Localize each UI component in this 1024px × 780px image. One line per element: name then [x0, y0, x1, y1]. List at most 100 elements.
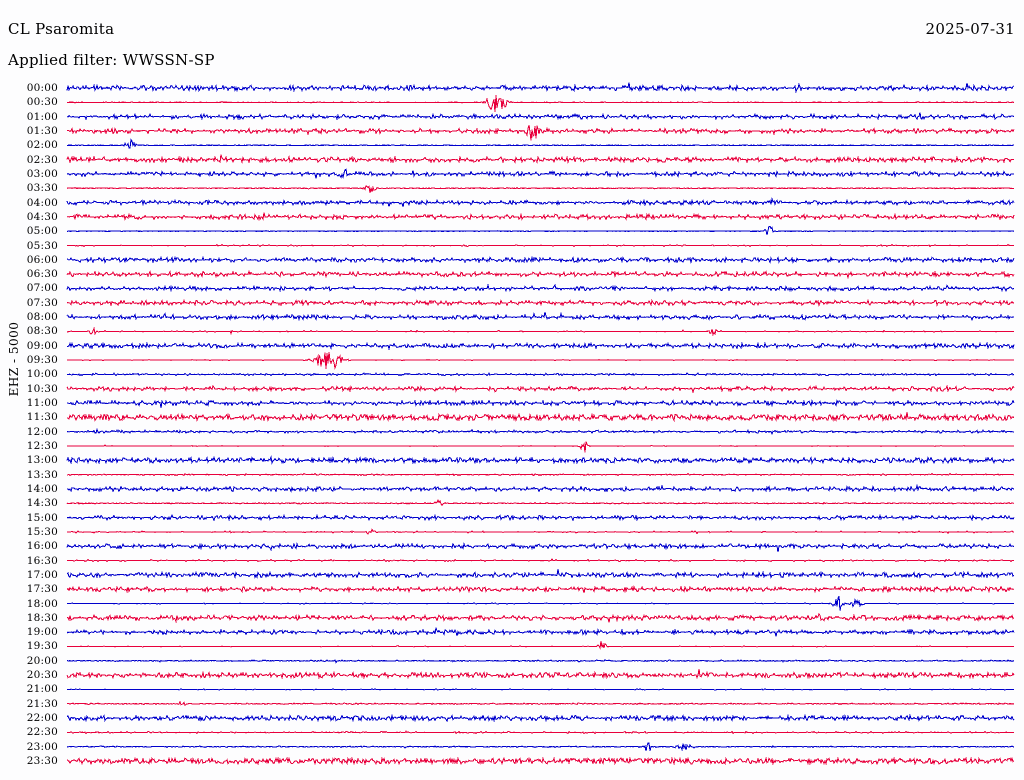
time-tick-label: 10:30: [26, 382, 58, 395]
seismic-trace: [66, 427, 1015, 436]
time-tick-label: 17:00: [26, 568, 58, 581]
time-tick-label: 06:00: [26, 253, 58, 266]
seismic-trace: [66, 669, 1015, 680]
seismic-trace: [66, 441, 1015, 453]
time-tick-label: 19:00: [26, 626, 58, 639]
seismic-trace: [66, 688, 1015, 691]
applied-filter-label: Applied filter: WWSSN-SP: [8, 51, 215, 69]
time-tick-label: 04:30: [26, 210, 58, 223]
seismic-trace: [66, 283, 1015, 293]
time-tick-label: 15:30: [26, 525, 58, 538]
seismic-trace: [66, 569, 1015, 580]
time-tick-label: 04:00: [26, 196, 58, 209]
time-tick-label: 13:30: [26, 468, 58, 481]
time-tick-label: 20:00: [26, 654, 58, 667]
seismic-trace: [66, 154, 1015, 165]
time-tick-label: 21:00: [26, 683, 58, 696]
seismic-trace: [66, 326, 1015, 337]
time-tick-label: 14:30: [26, 497, 58, 510]
date-label: 2025-07-31: [925, 20, 1015, 38]
seismic-trace: [66, 95, 1015, 113]
seismic-trace: [66, 612, 1015, 624]
seismic-trace: [66, 528, 1015, 535]
seismic-trace: [66, 185, 1015, 194]
seismic-trace: [66, 627, 1015, 637]
time-tick-label: 13:00: [26, 454, 58, 467]
time-tick-label: 03:00: [26, 167, 58, 180]
station-title: CL Psaromita: [8, 20, 115, 38]
seismic-trace: [66, 82, 1015, 94]
time-tick-label: 01:00: [26, 110, 58, 123]
time-tick-label: 16:30: [26, 554, 58, 567]
time-tick-label: 08:00: [26, 311, 58, 324]
time-tick-label: 12:00: [26, 425, 58, 438]
seismic-trace: [66, 399, 1015, 408]
seismic-trace: [66, 269, 1015, 280]
time-tick-label: 20:30: [26, 669, 58, 682]
time-tick-label: 12:30: [26, 440, 58, 452]
seismic-trace: [66, 351, 1015, 370]
seismic-trace: [66, 298, 1015, 307]
time-tick-label: 02:00: [26, 139, 58, 152]
seismic-trace: [66, 311, 1015, 322]
seismic-trace: [66, 658, 1015, 664]
seismic-trace: [66, 713, 1015, 723]
time-tick-label: 17:30: [26, 583, 58, 596]
time-tick-label: 16:00: [26, 540, 58, 553]
seismic-trace: [66, 499, 1015, 507]
seismic-trace: [66, 700, 1015, 707]
time-tick-label: 08:30: [26, 325, 58, 338]
seismic-trace: [66, 542, 1015, 553]
seismic-trace: [66, 742, 1015, 752]
seismic-trace: [66, 112, 1015, 121]
seismic-trace: [66, 756, 1015, 766]
time-tick-label: 18:30: [26, 611, 58, 624]
seismic-trace: [66, 138, 1015, 149]
time-tick-label: 21:30: [26, 697, 58, 710]
time-tick-label: 05:00: [26, 225, 58, 238]
time-tick-label: 23:00: [26, 740, 58, 753]
seismic-trace: [66, 372, 1015, 377]
time-tick-label: 06:30: [26, 268, 58, 281]
time-tick-label: 00:30: [26, 96, 58, 109]
seismic-trace: [66, 585, 1015, 594]
time-tick-label: 15:00: [26, 511, 58, 524]
seismic-trace: [66, 557, 1015, 563]
seismic-trace: [66, 641, 1015, 650]
seismic-trace: [66, 212, 1015, 221]
time-tick-label: 02:30: [26, 153, 58, 166]
seismic-trace: [66, 243, 1015, 248]
time-tick-label: 14:00: [26, 482, 58, 495]
time-tick-label: 11:00: [26, 397, 58, 410]
time-tick-label: 03:30: [26, 182, 58, 195]
seismic-trace: [66, 513, 1015, 522]
seismic-trace: [66, 472, 1015, 477]
time-tick-label: 01:30: [26, 124, 58, 137]
seismic-trace: [66, 730, 1015, 735]
time-tick-label: 23:30: [26, 755, 58, 768]
time-tick-label: 22:30: [26, 726, 58, 739]
seismic-trace: [66, 255, 1015, 265]
time-tick-label: 09:30: [26, 354, 58, 367]
seismic-trace: [66, 197, 1015, 208]
seismic-trace: [66, 341, 1015, 351]
seismic-trace: [66, 225, 1015, 235]
time-tick-label: 10:00: [26, 368, 58, 381]
seismic-trace: [66, 384, 1015, 394]
seismic-trace: [66, 412, 1015, 423]
time-tick-label: 07:30: [26, 296, 58, 309]
seismic-trace: [66, 168, 1015, 179]
time-tick-label: 18:00: [26, 597, 58, 610]
seismic-trace: [66, 483, 1015, 493]
time-tick-label: 19:30: [26, 640, 58, 653]
time-tick-label: 11:30: [26, 411, 58, 424]
seismic-trace: [66, 595, 1015, 611]
time-tick-label: 07:00: [26, 282, 58, 295]
seismic-trace: [66, 455, 1015, 465]
time-tick-label: 22:00: [26, 712, 58, 725]
time-tick-label: 05:30: [26, 239, 58, 252]
time-tick-label: 00:00: [26, 82, 58, 94]
